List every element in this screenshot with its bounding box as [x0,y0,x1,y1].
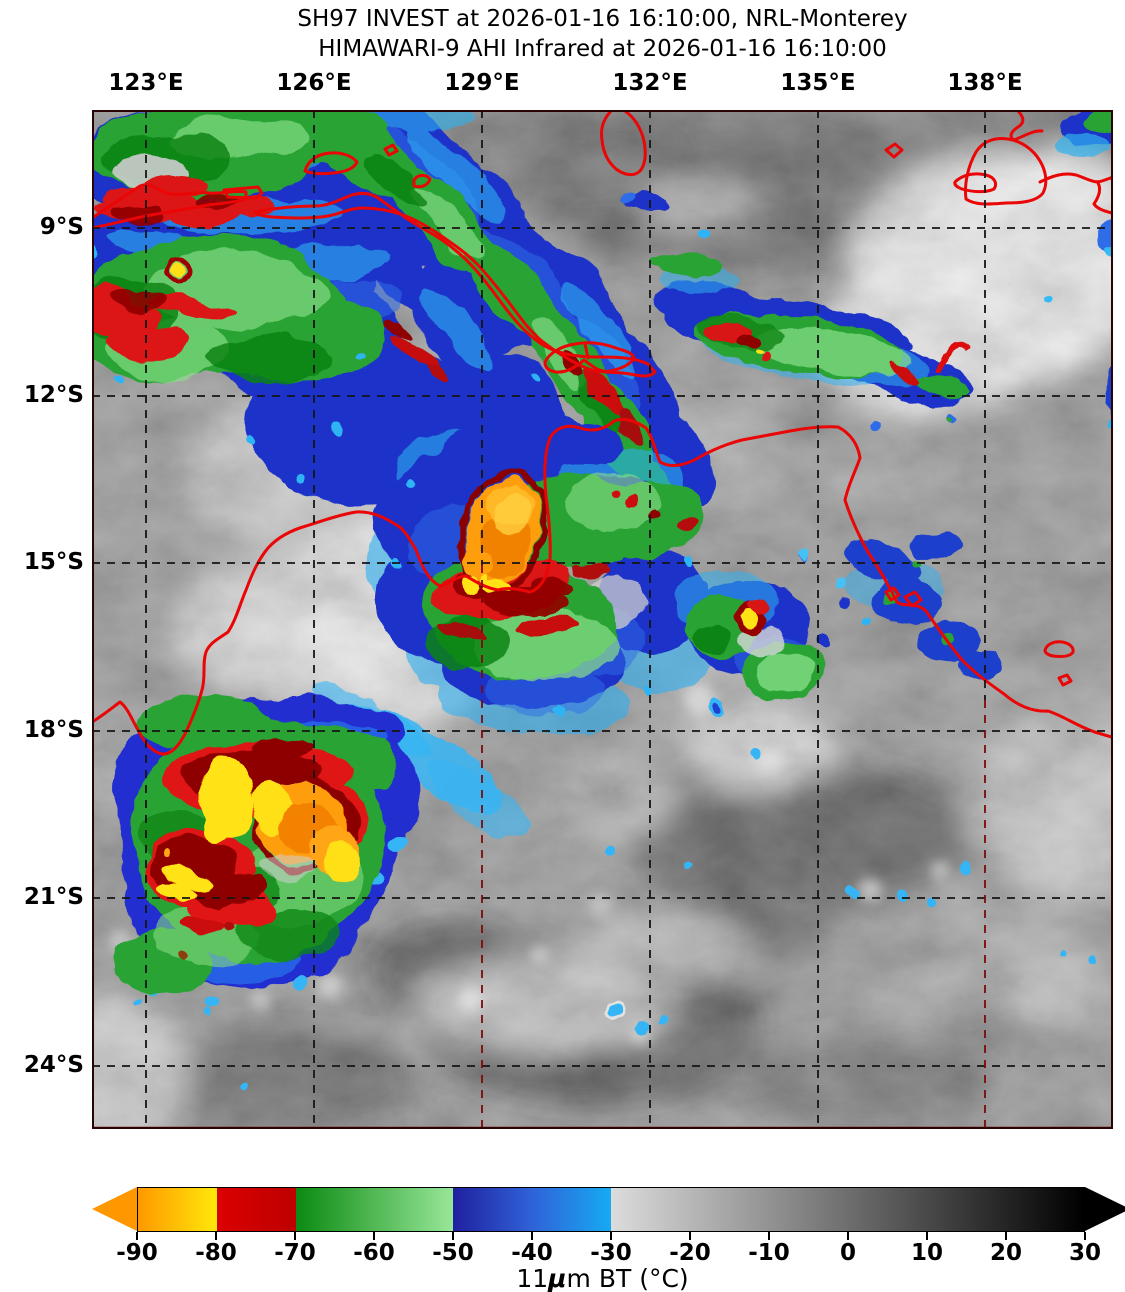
colorbar-segment [453,1188,533,1231]
gridlines-dark-red [481,565,986,1129]
colorbar-tick [294,1232,296,1240]
colorbar-extend-min-arrow [92,1187,137,1231]
colorbar-extend-max-arrow [1085,1187,1125,1231]
colorbar-tick [452,1232,454,1240]
colorbar-tick-label: -90 [116,1240,158,1266]
colorbar-label-mu: μ [548,1264,567,1292]
colorbar-segment [611,1188,1084,1231]
east-convective-cell [673,552,870,700]
ne-cloud-band [623,193,972,409]
lon-tick-label: 126°E [276,70,352,96]
colorbar-tick-label: 20 [989,1240,1023,1266]
sw-storm-system [112,681,531,1008]
colorbar-tick-label: -80 [195,1240,237,1266]
colorbar-label-suffix: m BT (°C) [566,1264,689,1292]
colorbar-tick-label: 30 [1068,1240,1102,1266]
colorbar-tick [768,1232,770,1240]
colorbar-tick [689,1232,691,1240]
colorbar-tick [1005,1232,1007,1240]
lat-tick-label: 12°S [23,382,84,408]
colorbar-tick [926,1232,928,1240]
lat-tick-label: 24°S [23,1052,84,1078]
figure-subtitle: HIMAWARI-9 AHI Infrared at 2026-01-16 16… [318,36,887,62]
colorbar-segment [216,1188,296,1231]
colorbar-tick [610,1232,612,1240]
map-border [92,110,1113,1129]
lon-tick-label: 123°E [108,70,184,96]
lon-tick-label: 129°E [444,70,520,96]
cyan-cloud-specks [203,699,1099,1090]
colorbar-label: 11μm BT (°C) [92,1264,1113,1292]
lat-tick-label: 9°S [39,214,84,240]
colorbar-tick [215,1232,217,1240]
colorbar-tick [373,1232,375,1240]
colorbar-tick-label: -50 [432,1240,474,1266]
colorbar-tick [1084,1232,1086,1240]
colorbar-tick-label: -30 [590,1240,632,1266]
lon-tick-label: 135°E [780,70,856,96]
colorbar-gradient [137,1187,1085,1232]
lat-tick-label: 18°S [23,717,84,743]
colorbar-tick-label: 10 [910,1240,944,1266]
colorbar-tick [847,1232,849,1240]
colorbar-tick [136,1232,138,1240]
satellite-map-image [92,110,1113,1129]
colorbar-tick [531,1232,533,1240]
colorbar-segment [532,1188,611,1231]
lat-tick-label: 21°S [23,884,84,910]
gridlines [92,110,1113,1129]
figure-title: SH97 INVEST at 2026-01-16 16:10:00, NRL-… [297,6,908,32]
lat-tick-label: 15°S [23,549,84,575]
colorbar-tick-label: -70 [274,1240,316,1266]
colorbar-tick-label: -40 [511,1240,553,1266]
colorbar-segment [295,1188,454,1231]
colorbar-tick-label: -10 [748,1240,790,1266]
colorbar-tick-label: -60 [353,1240,395,1266]
colorbar-label-prefix: 11 [516,1264,549,1292]
colorbar-segment [138,1188,217,1231]
colorbar-tick-label: -20 [669,1240,711,1266]
lon-tick-label: 138°E [947,70,1023,96]
coastlines [92,110,1113,756]
colorbar-tick-label: 0 [839,1240,857,1266]
lon-tick-label: 132°E [612,70,688,96]
